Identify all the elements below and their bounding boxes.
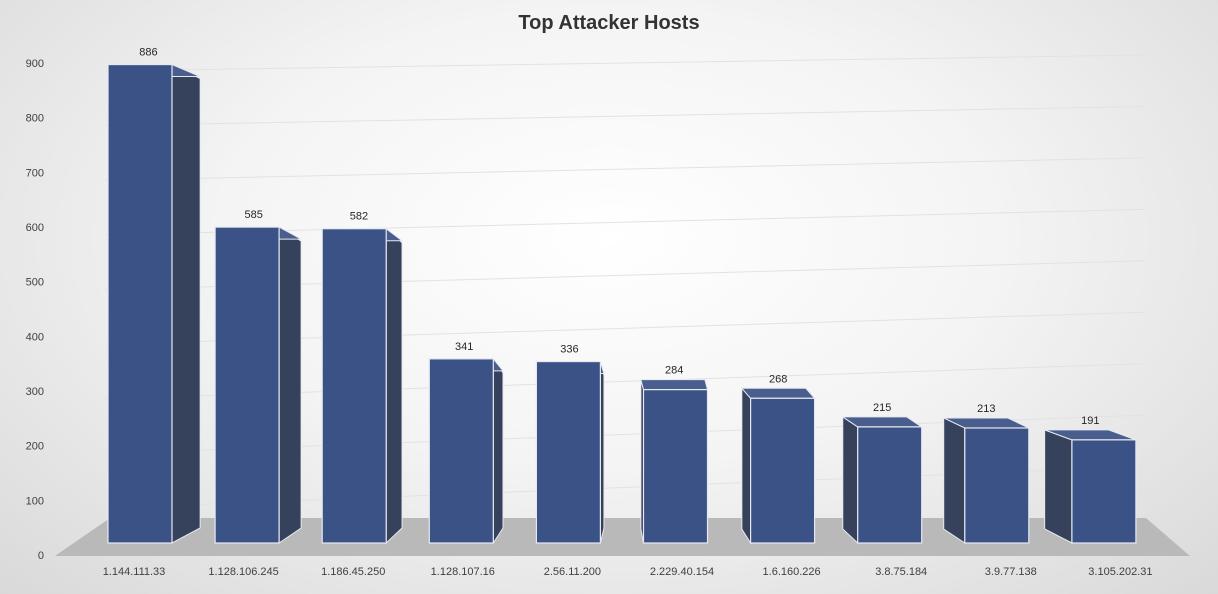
bar: [535, 360, 605, 544]
data-label: 582: [350, 211, 368, 223]
x-tick-label: 1.186.45.250: [321, 566, 385, 578]
bar-front: [749, 397, 816, 544]
y-tick-label: 600: [26, 222, 44, 234]
y-tick-label: 200: [26, 441, 44, 453]
bar: [841, 415, 924, 545]
x-tick-label: 2.229.40.154: [650, 566, 714, 578]
bar-side: [741, 386, 752, 545]
bar-top: [640, 379, 709, 391]
data-label: 268: [769, 373, 787, 385]
bar-front: [857, 426, 923, 544]
y-tick-label: 0: [38, 550, 44, 562]
data-label: 191: [1081, 415, 1099, 427]
data-label: 585: [245, 209, 263, 221]
data-label: 341: [455, 341, 473, 353]
y-tick-label: 800: [26, 113, 44, 125]
bar: [943, 417, 1030, 544]
bar: [320, 227, 404, 545]
bar-top: [841, 416, 924, 428]
bar-side: [492, 357, 504, 545]
bar-side: [1044, 429, 1073, 544]
y-tick-label: 500: [26, 277, 44, 289]
data-label: 886: [139, 47, 157, 59]
x-tick-label: 1.144.111.33: [103, 566, 166, 578]
data-label: 284: [665, 365, 683, 377]
x-tick-label: 1.128.107.16: [431, 566, 495, 578]
x-tick-label: 3.9.77.138: [985, 566, 1037, 578]
x-tick-label: 3.8.75.184: [875, 566, 927, 578]
gridline: [104, 105, 1146, 127]
bar-side: [171, 63, 201, 544]
bar: [107, 63, 201, 544]
gridline: [104, 157, 1146, 181]
bar: [428, 357, 505, 545]
chart-title: Top Attacker Hosts: [518, 12, 700, 34]
x-tick-label: 3.105.202.31: [1088, 566, 1152, 578]
bar-side: [842, 415, 859, 545]
y-tick-label: 700: [26, 167, 44, 179]
y-tick-label: 400: [26, 331, 44, 343]
bar: [214, 226, 302, 544]
x-tick-label: 2.56.11.200: [544, 566, 601, 578]
y-tick-label: 300: [26, 386, 44, 398]
x-tick-label: 1.6.160.226: [763, 566, 821, 578]
bar: [740, 386, 816, 545]
data-label: 215: [873, 402, 891, 414]
bar-front: [107, 63, 173, 544]
y-tick-label: 100: [26, 495, 44, 507]
bar-front: [214, 226, 280, 544]
bar-side: [278, 226, 302, 544]
bar-front: [428, 358, 494, 544]
data-label: 336: [560, 344, 578, 356]
data-label: 213: [977, 403, 995, 415]
bar-side: [943, 417, 966, 544]
gridline: [104, 54, 1146, 72]
bar: [1044, 429, 1137, 544]
bar-side: [385, 227, 403, 545]
bar: [640, 379, 709, 544]
bar-front: [642, 389, 709, 544]
bar-front: [1071, 439, 1137, 544]
bar-top: [740, 387, 816, 399]
bar-front: [321, 228, 387, 544]
bar-front: [964, 427, 1030, 544]
y-tick-label: 900: [26, 58, 44, 70]
x-tick-label: 1.128.106.245: [208, 566, 278, 578]
bar-front: [535, 360, 602, 544]
